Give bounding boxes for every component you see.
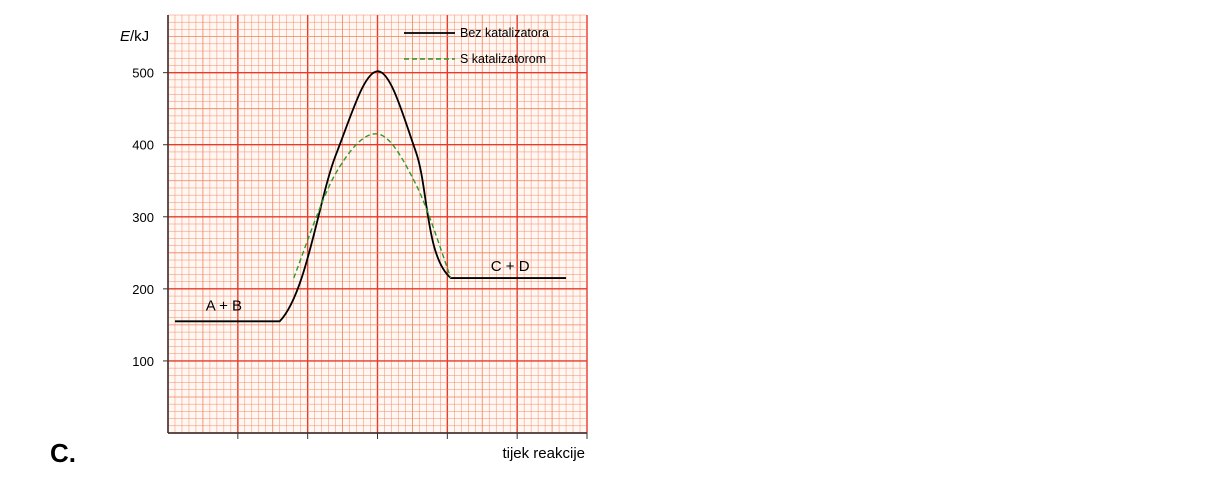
chart-grid [167, 14, 588, 434]
chart-labels: E/kJ tijek reakcije A + B C + D [120, 28, 585, 462]
annotation-label: C + D [491, 258, 530, 275]
y-tick-label: 400 [132, 138, 154, 153]
y-tick-label: 200 [132, 282, 154, 297]
annotation-label: A + B [206, 297, 242, 314]
option-label: C. [50, 438, 76, 468]
chart-legend: Bez katalizatora S katalizatorom [404, 26, 549, 66]
y-tick-label: 100 [132, 354, 154, 369]
y-axis-title: E/kJ [120, 28, 149, 45]
y-tick-label: 300 [132, 210, 154, 225]
legend-label: S katalizatorom [460, 52, 546, 66]
x-axis-title: tijek reakcije [502, 445, 585, 462]
chart-axes: 100 200 300 400 500 [132, 15, 588, 439]
chart-series [174, 70, 567, 323]
y-tick-label: 500 [132, 66, 154, 81]
series-line-2 [293, 133, 452, 279]
series-line-1 [174, 70, 567, 323]
legend-label: Bez katalizatora [460, 26, 549, 40]
